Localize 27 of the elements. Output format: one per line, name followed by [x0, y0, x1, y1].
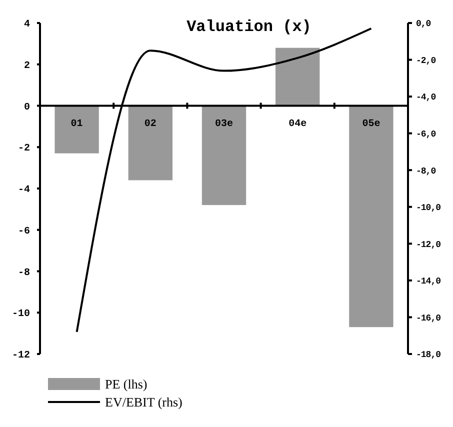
legend-label: PE (lhs) [105, 376, 148, 392]
y-tick-label: -8 [18, 268, 30, 279]
y2-tick-label: -4,0 [416, 92, 436, 103]
y2-tick-label: 0,0 [416, 19, 431, 30]
x-tick-label: 01 [70, 118, 83, 130]
chart-title: Valuation (x) [186, 18, 312, 36]
y2-tick-label: -12,0 [416, 240, 441, 250]
y2-tick-label: -10,0 [416, 203, 441, 214]
x-tick-label: 04e [288, 118, 307, 130]
y-tick-label: 2 [24, 60, 30, 72]
y-tick-label: -4 [18, 185, 30, 196]
legend-label: EV/EBIT (rhs) [105, 394, 182, 410]
y-tick-label: 4 [24, 20, 30, 30]
y2-tick-label: -14,0 [416, 276, 441, 287]
x-tick-label: 03e [214, 118, 234, 130]
y-tick-label: -6 [18, 226, 30, 238]
y-tick-label: -2 [18, 144, 30, 155]
y-tick-label: -10 [12, 309, 30, 320]
y2-tick-label: -16,0 [416, 313, 441, 324]
y2-tick-label: -18,0 [416, 350, 441, 360]
x-tick-label: 05e [362, 118, 380, 130]
y2-tick-label: -8,0 [416, 166, 436, 176]
y2-tick-label: -2,0 [416, 56, 436, 66]
y-tick-label: 0 [24, 102, 30, 114]
x-tick-label: 02 [144, 118, 156, 130]
y-tick-label: -12 [12, 350, 30, 362]
y2-tick-label: -6,0 [416, 129, 436, 140]
